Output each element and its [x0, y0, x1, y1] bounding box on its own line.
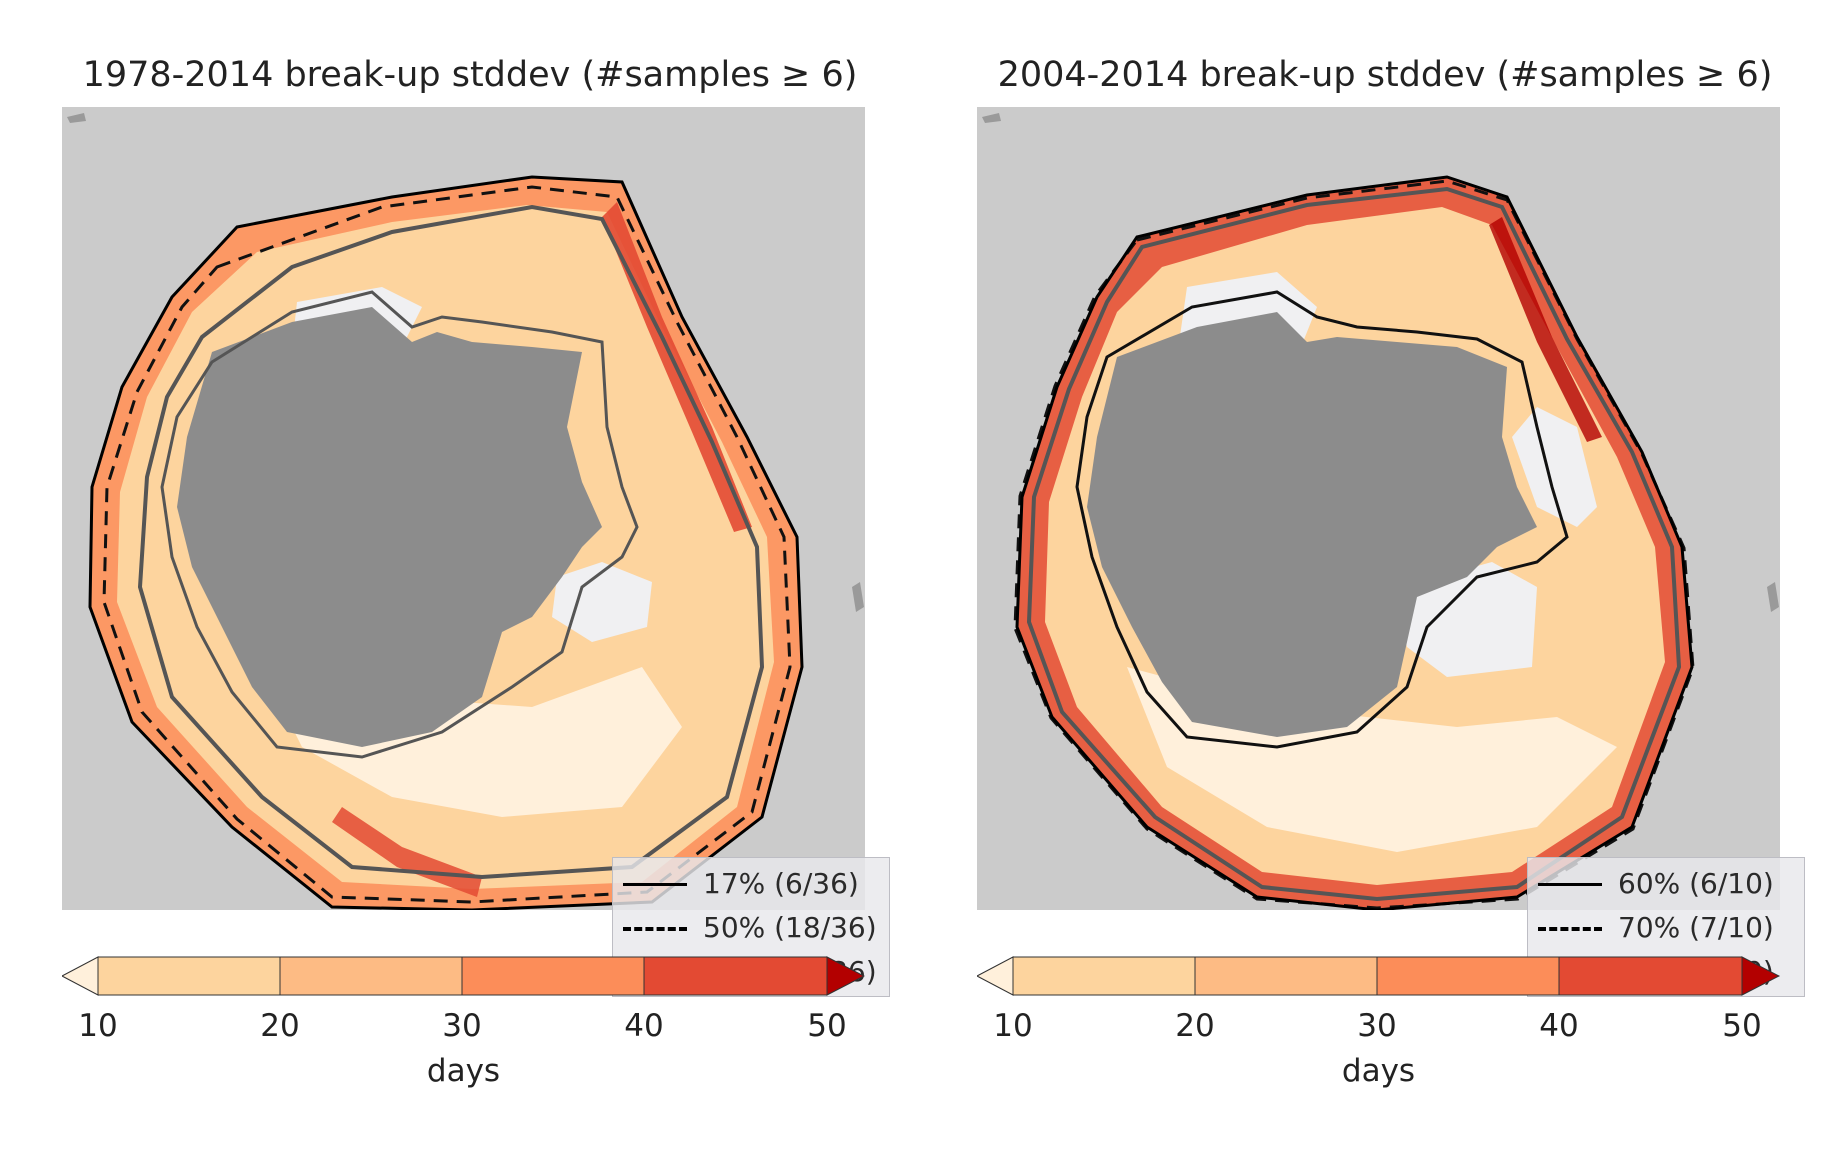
legend-entry: 17% (6/36) [613, 862, 889, 906]
polar-map-svg [977, 107, 1780, 910]
colorbar-ticks: 10 20 30 40 50 [62, 1008, 865, 1048]
stddev-band-dark [1489, 217, 1602, 442]
colorbar-tick: 20 [1175, 1008, 1215, 1044]
colorbar-svg [60, 956, 866, 996]
colorbar-bin [643, 956, 828, 996]
polar-map-svg [62, 107, 865, 910]
colorbar [975, 955, 1781, 997]
legend-entry: 60% (6/10) [1528, 862, 1804, 906]
map-panel-2004-2014: 2004-2014 break-up stddev (#samples ≥ 6)… [955, 0, 1815, 1149]
colorbar-max-arrow [1741, 956, 1781, 996]
no-data-region [552, 562, 652, 642]
small-island [1767, 582, 1779, 612]
map-panel-1978-2014: 1978-2014 break-up stddev (#samples ≥ 6) [40, 0, 900, 1149]
legend-label: 50% (18/36) [703, 911, 877, 944]
legend-swatch-solid-black [623, 883, 687, 886]
legend-label: 70% (7/10) [1618, 911, 1774, 944]
small-island [982, 113, 1001, 123]
colorbar-tick: 30 [442, 1008, 482, 1044]
stddev-map: 17% (6/36) 50% (18/36) 89% (32/36) [62, 107, 890, 997]
contour-60-percent [1015, 175, 1694, 910]
colorbar-label: days [1341, 1053, 1416, 1089]
panel-title: 2004-2014 break-up stddev (#samples ≥ 6) [997, 55, 1773, 95]
panel-title: 1978-2014 break-up stddev (#samples ≥ 6) [82, 55, 858, 95]
legend-label: 17% (6/36) [703, 867, 859, 900]
colorbar-tick: 50 [1722, 1008, 1762, 1044]
antarctica-land [1087, 312, 1537, 737]
colorbar-bin [1194, 956, 1378, 996]
legend-swatch-dashed-black [623, 927, 687, 931]
colorbar-tick: 40 [624, 1008, 664, 1044]
colorbar-tick: 30 [1357, 1008, 1397, 1044]
legend-entry: 70% (7/10) [1528, 906, 1804, 950]
colorbar-max-arrow [826, 956, 866, 996]
colorbar [60, 955, 866, 997]
colorbar-bin [1376, 956, 1560, 996]
contour-inner [160, 290, 639, 759]
legend-label: 60% (6/10) [1618, 867, 1774, 900]
colorbar-label: days [426, 1053, 501, 1089]
antarctica-land [177, 307, 602, 747]
colorbar-bin [279, 956, 463, 996]
legend-entry: 50% (18/36) [613, 906, 889, 950]
contour-89-percent [137, 204, 765, 880]
colorbar-bin [1558, 956, 1743, 996]
contour-inner [1075, 290, 1569, 749]
colorbar-bin [97, 956, 281, 996]
no-data-region [1512, 407, 1597, 527]
stddev-map: 60% (6/10) 70% (7/10) 80% (8/10) [977, 107, 1805, 997]
colorbar-tick: 50 [807, 1008, 847, 1044]
small-island [67, 113, 86, 123]
colorbar-tick: 10 [993, 1008, 1033, 1044]
colorbar-min-arrow [975, 956, 1014, 996]
stddev-band-30-40 [90, 177, 802, 910]
legend-swatch-solid-black [1538, 883, 1602, 886]
legend-swatch-dashed-black [1538, 927, 1602, 931]
contour-80-percent [1026, 186, 1682, 902]
colorbar-tick: 10 [78, 1008, 118, 1044]
colorbar-bin [1012, 956, 1196, 996]
colorbar-svg [975, 956, 1781, 996]
colorbar-min-arrow [60, 956, 99, 996]
colorbar-tick: 40 [1539, 1008, 1579, 1044]
colorbar-bin [461, 956, 645, 996]
colorbar-ticks: 10 20 30 40 50 [977, 1008, 1780, 1048]
colorbar-tick: 20 [260, 1008, 300, 1044]
small-island [852, 582, 864, 612]
